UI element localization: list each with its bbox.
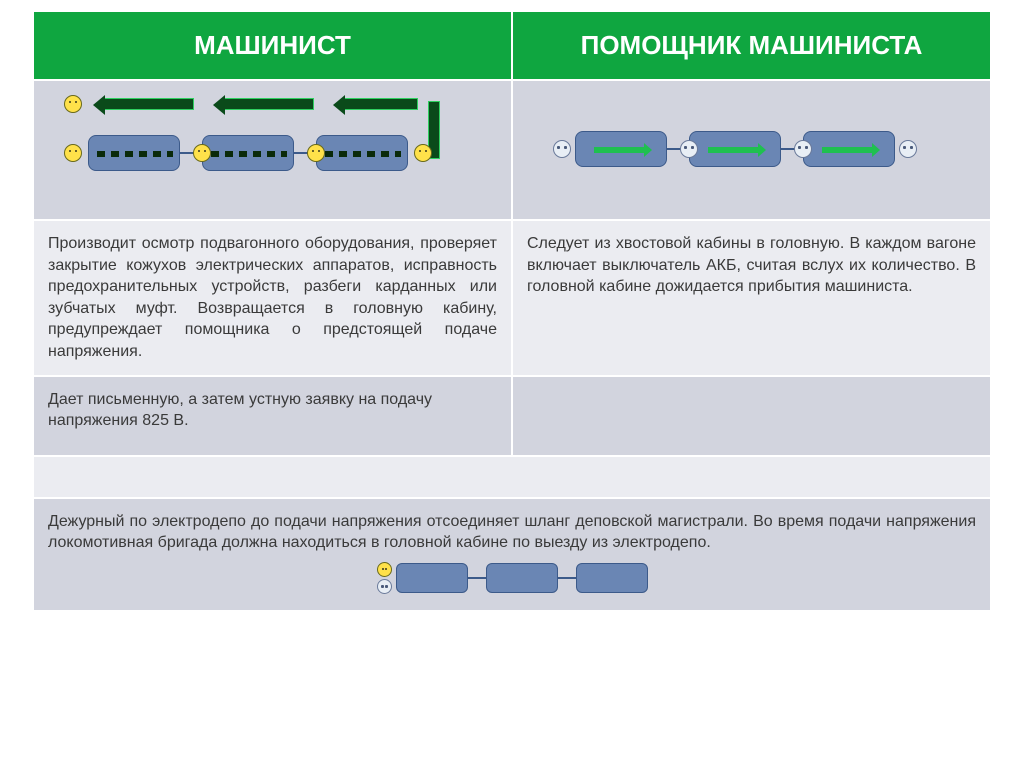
arrow-left-icon	[224, 98, 314, 110]
text-driver-1: Производит осмотр подвагонного оборудова…	[33, 220, 512, 376]
text-driver-2: Дает письменную, а затем устную заявку н…	[33, 376, 512, 456]
connector	[468, 577, 486, 579]
header-driver: МАШИНИСТ	[33, 11, 512, 80]
connector	[558, 577, 576, 579]
robot-icon	[377, 579, 392, 594]
arrow-left-icon	[344, 98, 418, 110]
footer-diagram	[48, 554, 976, 598]
text-assistant-1: Следует из хвостовой кабины в головную. …	[512, 220, 991, 376]
smiley-icon	[64, 95, 82, 113]
green-arrow-icon	[708, 147, 758, 153]
smiley-icon	[377, 562, 392, 577]
dash-line	[97, 151, 173, 157]
train-car	[689, 131, 781, 167]
train-car	[88, 135, 180, 171]
text-row-2: Дает письменную, а затем устную заявку н…	[33, 376, 991, 456]
header-row: МАШИНИСТ ПОМОЩНИК МАШИНИСТА	[33, 11, 991, 80]
train-car	[486, 563, 558, 593]
footer-text: Дежурный по электродепо до подачи напряж…	[48, 511, 976, 554]
smiley-icon	[414, 144, 432, 162]
diagram-driver	[33, 80, 512, 220]
robot-icon	[680, 140, 698, 158]
train-car	[202, 135, 294, 171]
train-car	[316, 135, 408, 171]
robot-icon	[899, 140, 917, 158]
diagram-assistant	[512, 80, 991, 220]
empty-row	[33, 456, 991, 498]
comparison-table: МАШИНИСТ ПОМОЩНИК МАШИНИСТА	[32, 10, 992, 612]
smiley-icon	[193, 144, 211, 162]
header-assistant: ПОМОЩНИК МАШИНИСТА	[512, 11, 991, 80]
train-car	[396, 563, 468, 593]
text-assistant-2	[512, 376, 991, 456]
train-car	[576, 563, 648, 593]
train-car	[803, 131, 895, 167]
dash-line	[325, 151, 401, 157]
text-row-1: Производит осмотр подвагонного оборудова…	[33, 220, 991, 376]
footer-row: Дежурный по электродепо до подачи напряж…	[33, 498, 991, 611]
smiley-icon	[64, 144, 82, 162]
robot-icon	[794, 140, 812, 158]
dash-line	[211, 151, 287, 157]
green-arrow-icon	[822, 147, 872, 153]
arrow-left-icon	[104, 98, 194, 110]
robot-icon	[553, 140, 571, 158]
green-arrow-icon	[594, 147, 644, 153]
smiley-icon	[307, 144, 325, 162]
diagram-row	[33, 80, 991, 220]
train-car	[575, 131, 667, 167]
